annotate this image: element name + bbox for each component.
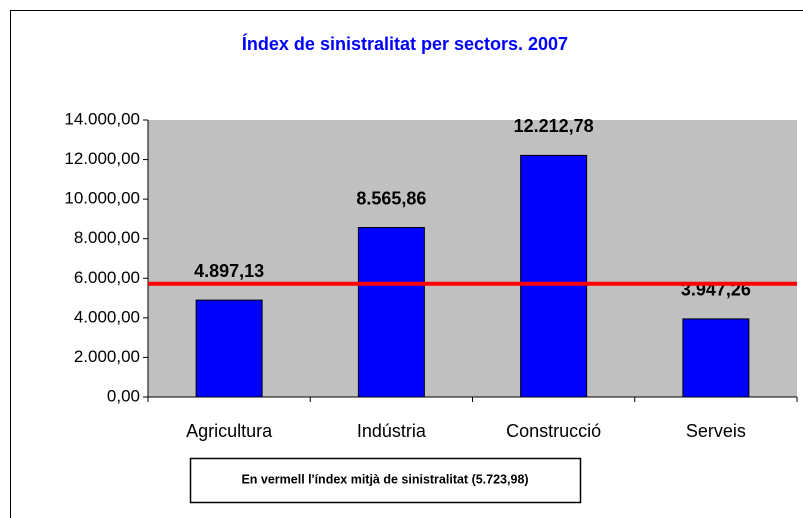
annotation: En vermell l'índex mitjà de sinistralita… xyxy=(241,472,528,486)
value-label: 12.212,78 xyxy=(514,116,594,136)
annotation-box xyxy=(189,457,582,504)
bar xyxy=(357,227,425,398)
y-tick-label: 14.000,00 xyxy=(64,109,140,128)
y-tick-label: 12.000,00 xyxy=(64,149,140,168)
chart-title: Índex de sinistralitat per sectors. 2007 xyxy=(242,33,568,54)
y-tick-label: 6.000,00 xyxy=(74,268,140,287)
bar xyxy=(195,299,263,398)
value-label: 4.897,13 xyxy=(194,261,264,281)
bar xyxy=(682,318,750,398)
x-tick-label: Agricultura xyxy=(186,421,273,441)
x-tick-label: Indústria xyxy=(357,421,427,441)
value-label: 8.565,86 xyxy=(356,188,426,208)
y-tick-label: 10.000,00 xyxy=(64,189,140,208)
x-tick-label: Serveis xyxy=(686,421,746,441)
bar xyxy=(520,154,588,398)
y-tick-label: 2.000,00 xyxy=(74,347,140,366)
y-tick-label: 0,00 xyxy=(107,386,140,405)
y-tick-label: 8.000,00 xyxy=(74,228,140,247)
y-tick-label: 4.000,00 xyxy=(74,307,140,326)
x-tick-label: Construcció xyxy=(506,421,601,441)
